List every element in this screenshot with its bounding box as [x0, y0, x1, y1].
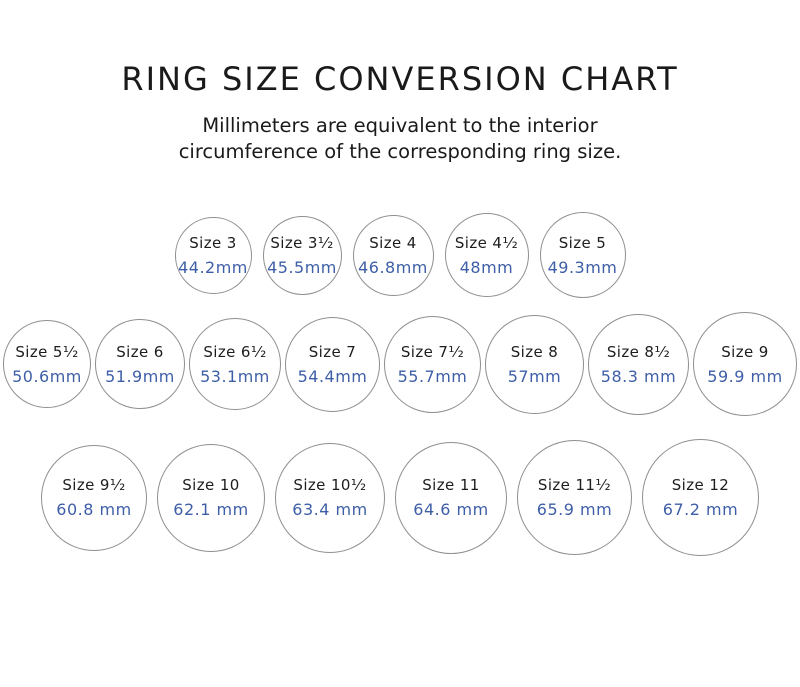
ring-size-label: Size 4¹⁄₂ — [454, 233, 519, 252]
ring-mm-value: 58.3 mm — [600, 366, 677, 386]
ring-size-conversion-chart: RING SIZE CONVERSION CHART Millimeters a… — [0, 60, 800, 556]
ring-mm-value: 67.2 mm — [662, 500, 739, 519]
ring-size-label: Size 8 — [510, 342, 559, 361]
ring-circle: Size 11 64.6 mm — [395, 441, 507, 554]
ring-size-label: Size 9 — [721, 342, 769, 361]
ring-mm-value: 63.4 mm — [292, 500, 368, 519]
ring-row-small-sizes: Size 3 44.2mm Size 3¹⁄₂ 45.5mm Size 4 46.8mm S… — [0, 212, 800, 298]
ring-row-large-sizes: Size 9¹⁄₂ 60.8 mm Size 10 62.1 mm Size 10¹⁄₂… — [0, 439, 800, 556]
ring-circle: Size 6 51.9mm — [95, 319, 185, 409]
ring-circle: Size 6¹⁄₂ 53.1mm — [189, 318, 281, 410]
ring-mm-value: 64.6 mm — [413, 500, 489, 519]
ring-mm-value: 55.7mm — [397, 366, 468, 386]
ring-circle: Size 10 62.1 mm — [157, 443, 265, 552]
ring-circle: Size 9 59.9 mm — [693, 312, 797, 416]
ring-mm-value: 45.5mm — [267, 257, 337, 277]
ring-circle: Size 9¹⁄₂ 60.8 mm — [41, 444, 147, 551]
ring-size-label: Size 5 — [558, 233, 607, 252]
ring-mm-value: 65.9 mm — [536, 500, 613, 519]
subtitle-line-2: circumference of the corresponding ring … — [178, 140, 622, 163]
chart-subtitle: Millimeters are equivalent to the interi… — [0, 113, 800, 165]
ring-mm-value: 46.8mm — [358, 257, 428, 277]
ring-size-label: Size 3 — [189, 233, 237, 252]
ring-mm-value: 51.9mm — [105, 366, 175, 386]
ring-mm-value: 54.4mm — [297, 366, 368, 386]
ring-circle: Size 4 46.8mm — [352, 214, 434, 296]
ring-size-label: Size 11¹⁄₂ — [537, 476, 612, 494]
ring-circle: Size 8 57mm — [485, 314, 584, 414]
ring-circle: Size 3 44.2mm — [174, 216, 252, 294]
ring-size-label: Size 5¹⁄₂ — [15, 342, 79, 361]
ring-size-label: Size 4 — [369, 233, 417, 252]
ring-circle: Size 11¹⁄₂ 65.9 mm — [517, 440, 632, 555]
page-title: RING SIZE CONVERSION CHART — [121, 60, 679, 98]
ring-circle: Size 12 67.2 mm — [642, 439, 759, 556]
ring-size-label: Size 7¹⁄₂ — [400, 342, 465, 361]
subtitle-line-1: Millimeters are equivalent to the interi… — [202, 114, 598, 137]
ring-size-label: Size 11 — [422, 476, 480, 494]
ring-mm-value: 62.1 mm — [173, 500, 249, 519]
ring-size-label: Size 6¹⁄₂ — [203, 342, 267, 361]
ring-size-label: Size 7 — [308, 342, 357, 361]
ring-row-medium-sizes: Size 5¹⁄₂ 50.6mm Size 6 51.9mm Size 6¹⁄₂ 53.1… — [0, 312, 800, 416]
ring-circle: Size 8¹⁄₂ 58.3 mm — [588, 313, 689, 415]
ring-size-label: Size 8¹⁄₂ — [606, 342, 671, 361]
ring-circle: Size 5 49.3mm — [539, 212, 626, 298]
ring-size-label: Size 6 — [116, 342, 164, 361]
ring-circle: Size 5¹⁄₂ 50.6mm — [3, 320, 91, 408]
ring-mm-value: 60.8 mm — [56, 500, 132, 519]
ring-size-label: Size 9¹⁄₂ — [62, 476, 126, 494]
ring-circle: Size 7 54.4mm — [285, 316, 380, 412]
ring-circle: Size 4¹⁄₂ 48mm — [444, 213, 529, 297]
ring-mm-value: 48mm — [459, 257, 514, 277]
ring-circle: Size 10¹⁄₂ 63.4 mm — [275, 442, 385, 553]
ring-size-label: Size 10¹⁄₂ — [293, 476, 367, 494]
ring-mm-value: 50.6mm — [12, 366, 82, 386]
ring-mm-value: 49.3mm — [547, 257, 618, 277]
ring-circle: Size 7¹⁄₂ 55.7mm — [384, 315, 481, 413]
ring-mm-value: 59.9 mm — [707, 366, 783, 386]
ring-mm-value: 57mm — [507, 366, 562, 386]
ring-circle: Size 3¹⁄₂ 45.5mm — [262, 215, 342, 295]
ring-mm-value: 44.2mm — [178, 257, 248, 277]
ring-size-label: Size 12 — [671, 476, 730, 494]
ring-size-label: Size 3¹⁄₂ — [270, 233, 334, 252]
ring-mm-value: 53.1mm — [200, 366, 270, 386]
ring-size-label: Size 10 — [182, 476, 240, 494]
